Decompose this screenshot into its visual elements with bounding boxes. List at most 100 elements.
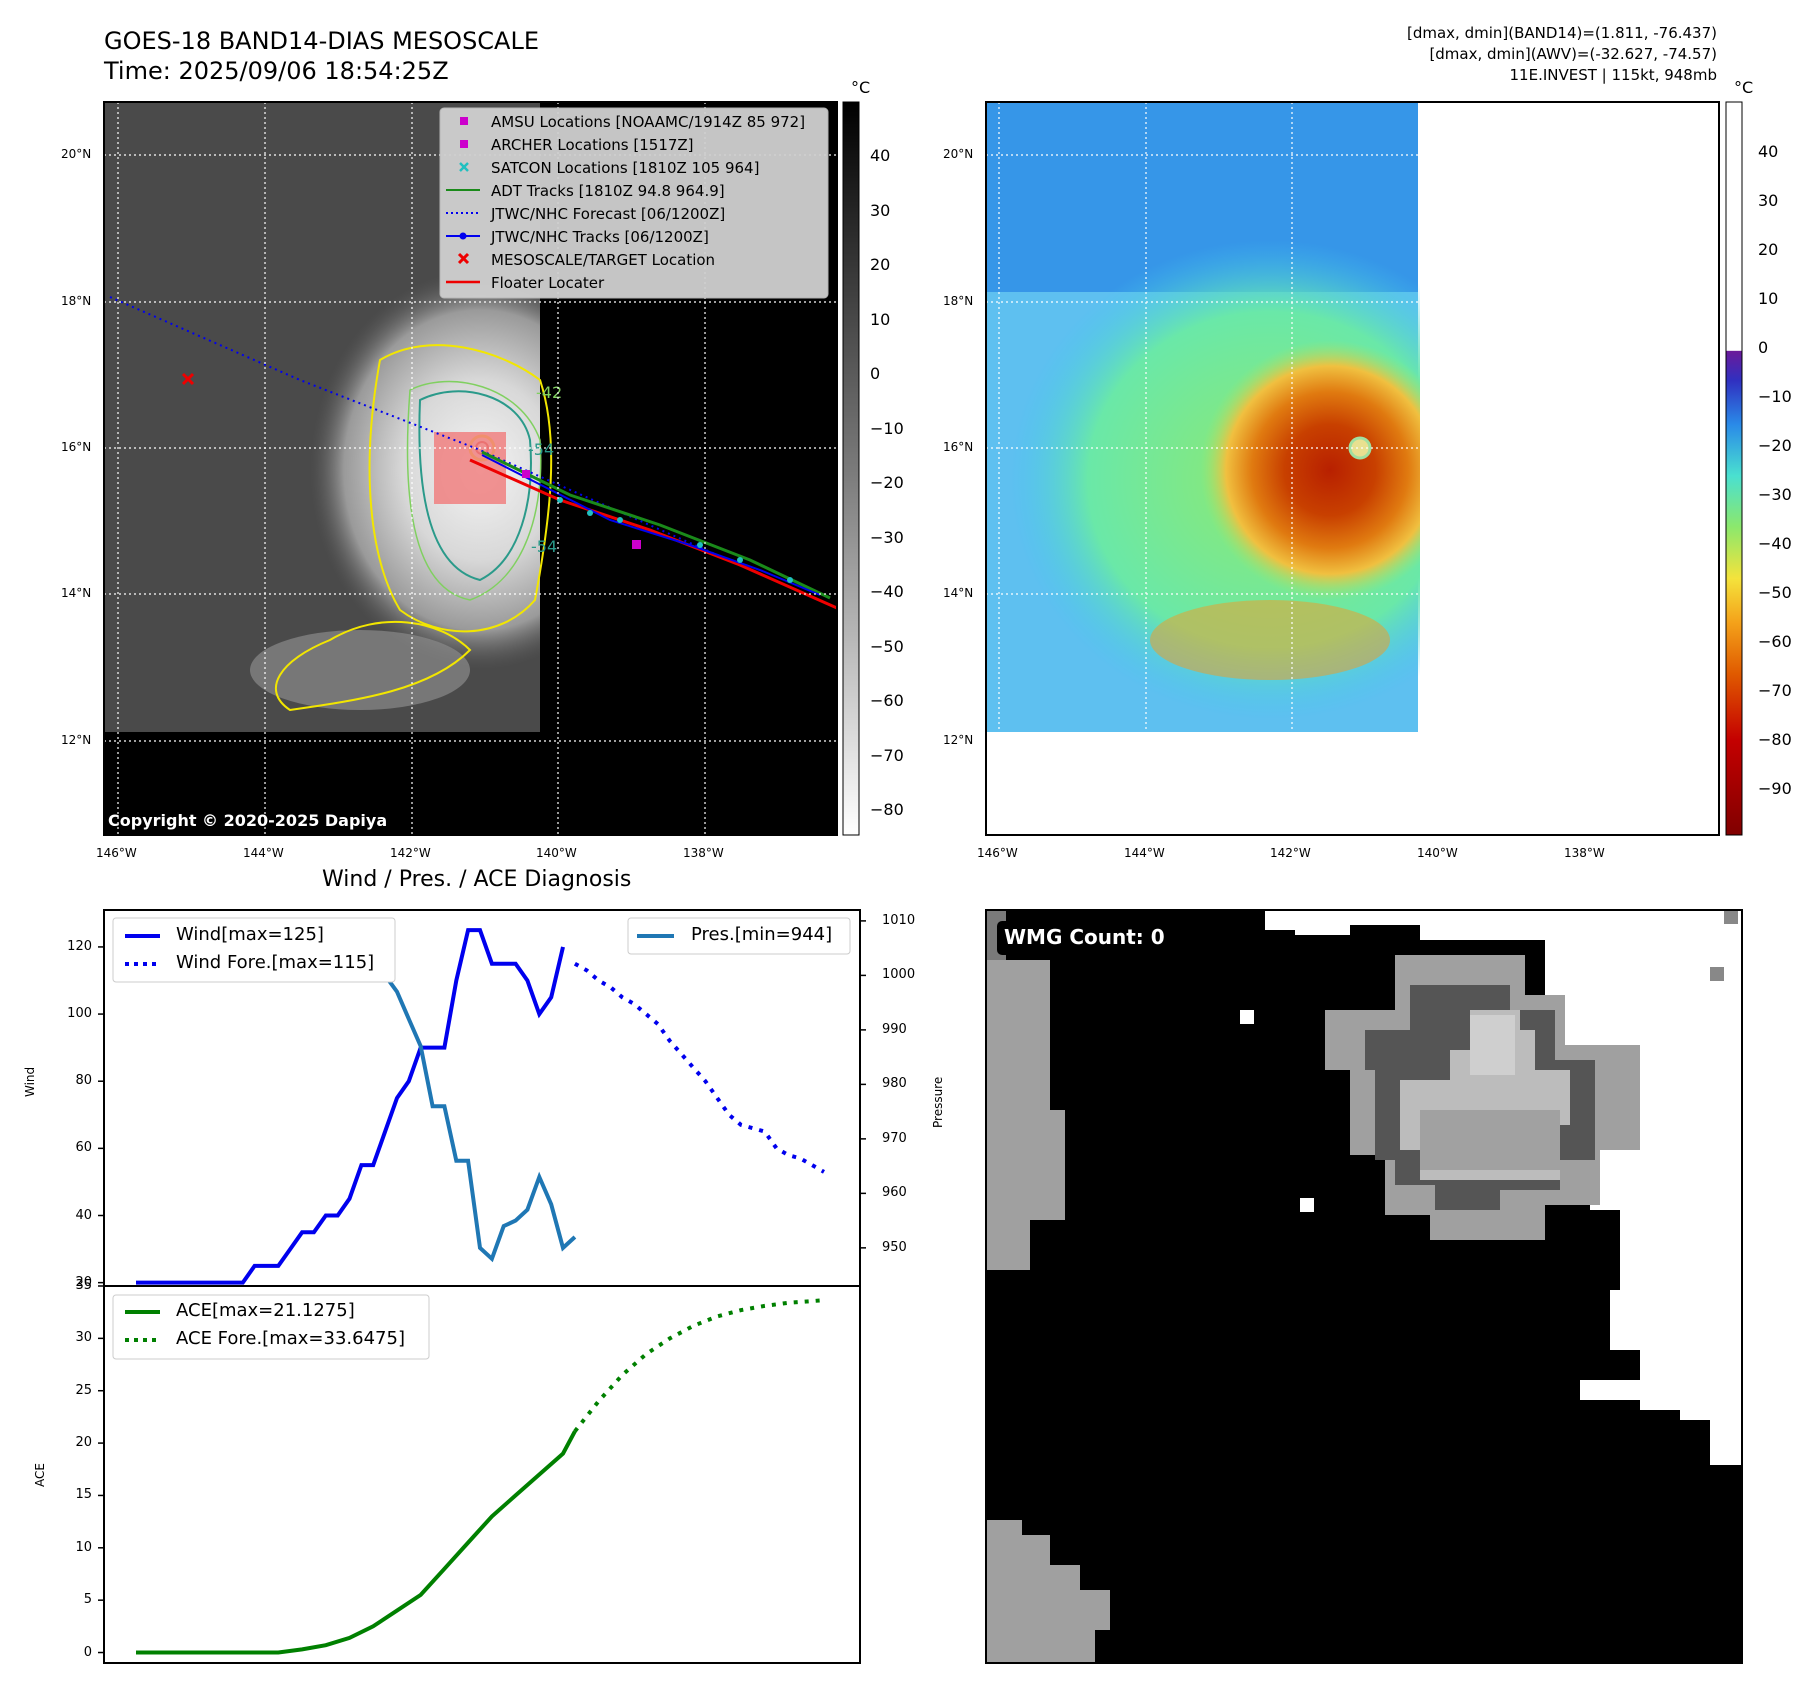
wmg-panel [985,909,1743,1664]
awv-xtick: 142°W [1270,846,1311,860]
awv-colorbar-tick: 40 [1758,142,1779,161]
floater-locater-track [469,458,837,610]
ir-colorbar-tick: −60 [870,691,904,710]
ace-tick-label: 5 [83,1592,92,1608]
ace-tick-label: 10 [75,1539,92,1555]
wind-tick-label: 60 [75,1140,92,1156]
figure-time: Time: 2025/09/06 18:54:25Z [104,57,449,85]
ir-colorbar-tick: −80 [870,800,904,819]
wmg-eye-highlight [1470,1015,1515,1075]
ace-axis-ticks [98,1285,104,1654]
awv-colorbar-tick: −80 [1758,730,1792,749]
wmg-left-gray-strip [986,960,1065,1270]
ace-series [136,1298,825,1655]
legend-label-floater: Floater Locater [491,274,605,292]
ir-ytick: 12°N [61,733,92,747]
ir-colorbar-tick: −10 [870,418,904,438]
awv-rainband [1150,600,1390,680]
awv-ytick: 16°N [943,440,974,454]
wmg-count-label: WMG Count: 0 [1004,925,1165,949]
legend-key-target [457,252,470,265]
awv-colorbar-tick: −70 [1758,681,1792,700]
ace-tick-label: 30 [75,1330,92,1346]
ace-axis-label: ACE [33,1463,47,1487]
awv-colorbar-tick: 30 [1758,191,1779,210]
wind-legend-box [112,917,396,983]
legend-label-satcon: SATCON Locations [1810Z 105 964] [491,159,760,177]
awv-map-panel [985,101,1743,836]
ir-xtick: 140°W [536,846,577,860]
awv-ytick: 14°N [943,586,974,600]
awv-xtick: 140°W [1417,846,1458,860]
mesoscale-box [434,432,506,504]
ir-xtick: 144°W [243,846,284,860]
legend-key-archer [460,140,468,148]
wind-tick-label: 80 [75,1073,92,1089]
awv-map-frame [985,101,1720,836]
legend-label-archer: ARCHER Locations [1517Z] [491,136,694,154]
ir-colorbar-tick: −30 [870,527,904,547]
diagnosis-chart-title: Wind / Pres. / ACE Diagnosis [322,867,632,892]
wmg-gray-pixel [1724,910,1738,924]
ir-ytick: 14°N [61,586,92,600]
ace-forecast-line [573,1298,825,1433]
wmg-frame [985,909,1743,1664]
ir-colorbar-tick: 30 [870,200,891,220]
legend-label-amsu: AMSU Locations [NOAAMC/1914Z 85 972] [491,113,806,131]
legend-label-ace-forecast: ACE Fore.[max=33.6475] [176,1328,405,1349]
ir-colorbar-tick: 20 [870,255,891,274]
awv-dmax-dmin: [dmax, dmin](AWV)=(-32.627, -74.57) [1429,45,1717,63]
awv-colorbar-tick: −20 [1758,436,1792,455]
pressure-tick-label: 960 [882,1185,907,1201]
ir-colorbar-tick: −40 [870,582,904,601]
ace-line [136,1430,577,1655]
adt-track [481,450,831,600]
amsu-marker [632,540,641,549]
wind-tick-label: 120 [67,938,92,954]
ir-colorbar-tick: −20 [870,473,904,492]
jtwc-forecast-track [109,296,837,609]
legend-label-ace: ACE[max=21.1275] [176,1300,355,1321]
ir-colorbar-tick: −50 [870,636,904,656]
awv-colorbar-tick: −40 [1758,534,1792,553]
legend-label-jtwc-track: JTWC/NHC Tracks [06/1200Z] [491,228,709,246]
legend-label-wind-forecast: Wind Fore.[max=115] [176,952,375,973]
satcon-markers [557,497,793,583]
legend-label-forecast: JTWC/NHC Forecast [06/1200Z] [491,205,726,223]
awv-xtick: 146°W [977,846,1018,860]
storm-info: 11E.INVEST | 115kt, 948mb [1509,66,1718,84]
ace-tick-label: 25 [75,1382,92,1398]
wind-axis-label: Wind [23,1066,37,1097]
legend-label-adt: ADT Tracks [1810Z 94.8 964.9] [491,182,725,200]
archer-marker [522,470,530,478]
ace-tick-label: 35 [75,1278,92,1293]
ir-colorbar-unit: °C [851,78,871,97]
ir-ytick: 20°N [61,147,92,161]
wmg-white-pixel [1300,1198,1314,1212]
ir-ytick: 18°N [61,294,92,308]
awv-eye [1348,436,1372,460]
wind-forecast-line [573,961,825,1174]
pressure-tick-label: 1000 [882,967,916,983]
awv-colorbar-tick: 0 [1758,338,1769,357]
awv-colorbar-tick: −90 [1758,779,1792,798]
contour-label: -54 [531,537,557,556]
pressure-tick-label: 970 [882,1130,907,1146]
wmg-white-pixel [1240,1010,1254,1024]
wmg-gray-pixel [1710,967,1724,981]
contour-label: -42 [536,383,562,402]
pressure-tick-label: 980 [882,1076,907,1092]
awv-ytick: 12°N [943,733,974,747]
awv-colorbar [1725,101,1743,836]
mesoscale-target-marker [181,372,195,386]
ace-panel [98,1285,861,1664]
ir-xtick: 142°W [390,846,431,860]
awv-colorbar-tick: 10 [1758,289,1779,308]
awv-ytick: 20°N [943,147,974,161]
wind-tick-label: 100 [67,1006,92,1022]
pressure-axis-ticks [860,920,866,1249]
ace-tick-label: 0 [83,1644,92,1660]
pressure-legend-box [627,917,851,955]
ace-legend-box [112,1294,430,1360]
awv-no-data-region [1420,102,1719,835]
